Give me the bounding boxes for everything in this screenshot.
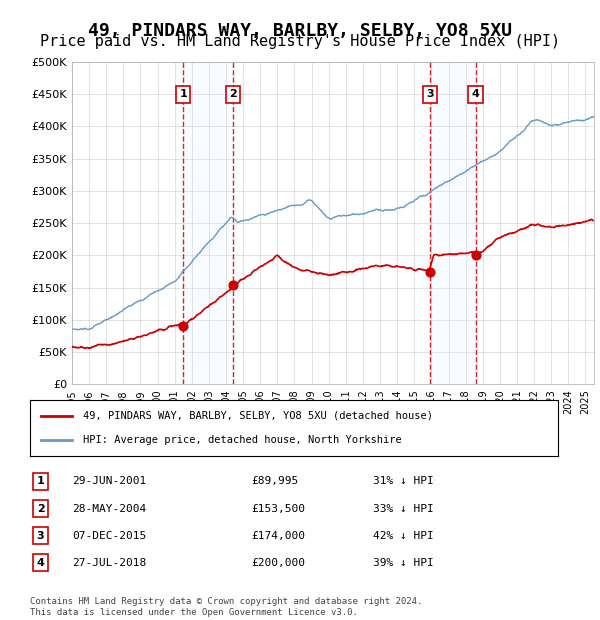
Text: 2: 2: [37, 503, 44, 513]
Point: [425, 267, 435, 277]
Text: £153,500: £153,500: [252, 503, 306, 513]
Text: 4: 4: [37, 558, 44, 568]
Text: £174,000: £174,000: [252, 531, 306, 541]
Text: 49, PINDARS WAY, BARLBY, SELBY, YO8 5XU (detached house): 49, PINDARS WAY, BARLBY, SELBY, YO8 5XU …: [83, 410, 433, 420]
Text: 33% ↓ HPI: 33% ↓ HPI: [373, 503, 434, 513]
Text: 39% ↓ HPI: 39% ↓ HPI: [373, 558, 434, 568]
Point: [178, 321, 188, 331]
Text: 07-DEC-2015: 07-DEC-2015: [72, 531, 146, 541]
Bar: [430, 62, 476, 384]
Text: Price paid vs. HM Land Registry's House Price Index (HPI): Price paid vs. HM Land Registry's House …: [40, 34, 560, 49]
Text: 3: 3: [37, 531, 44, 541]
Text: 4: 4: [472, 89, 479, 99]
Text: 42% ↓ HPI: 42% ↓ HPI: [373, 531, 434, 541]
Text: 2: 2: [229, 89, 237, 99]
Point: [228, 280, 238, 290]
Text: £89,995: £89,995: [252, 476, 299, 487]
Text: 28-MAY-2004: 28-MAY-2004: [72, 503, 146, 513]
Text: 3: 3: [427, 89, 434, 99]
Text: Contains HM Land Registry data © Crown copyright and database right 2024.
This d: Contains HM Land Registry data © Crown c…: [30, 598, 422, 617]
Point: [471, 250, 481, 260]
Bar: [183, 62, 233, 384]
Text: £200,000: £200,000: [252, 558, 306, 568]
Text: 1: 1: [179, 89, 187, 99]
Text: 49, PINDARS WAY, BARLBY, SELBY, YO8 5XU: 49, PINDARS WAY, BARLBY, SELBY, YO8 5XU: [88, 22, 512, 40]
Text: HPI: Average price, detached house, North Yorkshire: HPI: Average price, detached house, Nort…: [83, 435, 401, 445]
Text: 1: 1: [37, 476, 44, 487]
Text: 29-JUN-2001: 29-JUN-2001: [72, 476, 146, 487]
Text: 27-JUL-2018: 27-JUL-2018: [72, 558, 146, 568]
Text: 31% ↓ HPI: 31% ↓ HPI: [373, 476, 434, 487]
